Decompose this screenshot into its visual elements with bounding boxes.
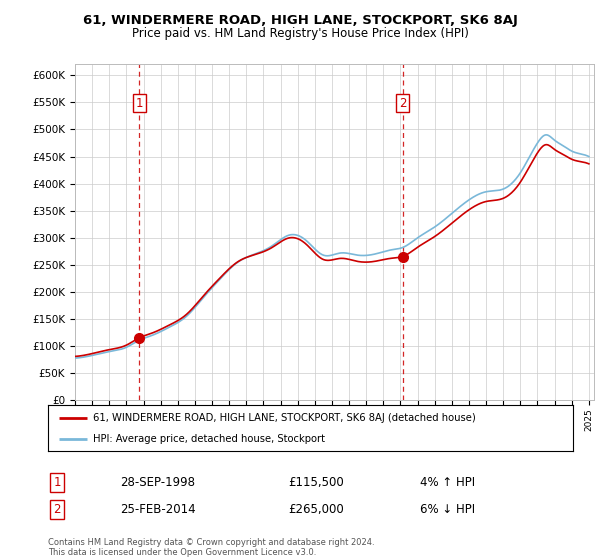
Text: 25-FEB-2014: 25-FEB-2014 <box>120 503 196 516</box>
Text: Price paid vs. HM Land Registry's House Price Index (HPI): Price paid vs. HM Land Registry's House … <box>131 27 469 40</box>
Text: 61, WINDERMERE ROAD, HIGH LANE, STOCKPORT, SK6 8AJ: 61, WINDERMERE ROAD, HIGH LANE, STOCKPOR… <box>83 14 517 27</box>
Text: 6% ↓ HPI: 6% ↓ HPI <box>420 503 475 516</box>
Text: £265,000: £265,000 <box>288 503 344 516</box>
Text: 4% ↑ HPI: 4% ↑ HPI <box>420 476 475 489</box>
Text: £115,500: £115,500 <box>288 476 344 489</box>
Text: 2: 2 <box>53 503 61 516</box>
Text: Contains HM Land Registry data © Crown copyright and database right 2024.
This d: Contains HM Land Registry data © Crown c… <box>48 538 374 557</box>
Text: 1: 1 <box>53 476 61 489</box>
Text: HPI: Average price, detached house, Stockport: HPI: Average price, detached house, Stoc… <box>92 435 325 444</box>
Text: 28-SEP-1998: 28-SEP-1998 <box>120 476 195 489</box>
Text: 1: 1 <box>136 96 143 110</box>
Text: 61, WINDERMERE ROAD, HIGH LANE, STOCKPORT, SK6 8AJ (detached house): 61, WINDERMERE ROAD, HIGH LANE, STOCKPOR… <box>92 413 475 423</box>
Text: 2: 2 <box>399 96 406 110</box>
